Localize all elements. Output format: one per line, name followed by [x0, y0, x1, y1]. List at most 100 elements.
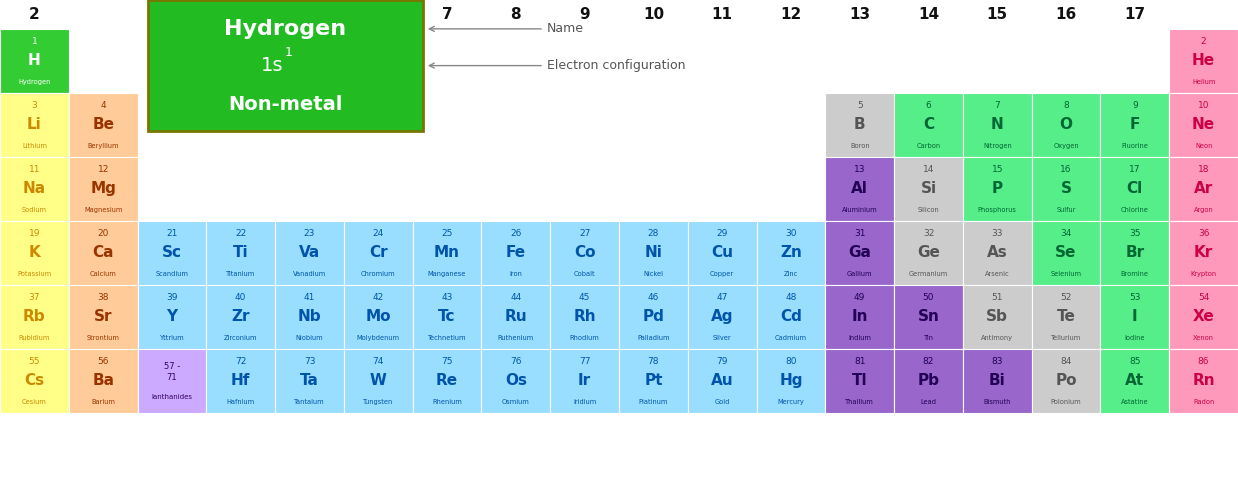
Text: Zinc: Zinc: [784, 271, 799, 277]
Text: 1: 1: [285, 46, 292, 59]
Text: 3: 3: [31, 101, 37, 110]
Text: 1: 1: [31, 37, 37, 46]
Text: 79: 79: [717, 357, 728, 366]
Text: Cobalt: Cobalt: [573, 271, 595, 277]
Text: Krypton: Krypton: [1191, 271, 1217, 277]
Text: Argon: Argon: [1193, 207, 1213, 213]
Text: Osmium: Osmium: [501, 399, 530, 405]
Text: Lead: Lead: [921, 399, 936, 405]
Text: Ag: Ag: [711, 309, 733, 324]
Text: 27: 27: [579, 229, 591, 238]
Text: Ca: Ca: [93, 245, 114, 260]
Text: 17: 17: [1129, 165, 1140, 174]
Bar: [69, 93, 137, 157]
Text: Helium: Helium: [1192, 79, 1216, 85]
Text: 38: 38: [98, 293, 109, 302]
Bar: [1031, 93, 1101, 157]
Bar: [482, 285, 550, 349]
Text: 54: 54: [1198, 293, 1210, 302]
Text: Au: Au: [711, 373, 733, 388]
Text: Tungsten: Tungsten: [363, 399, 394, 405]
Bar: [1169, 285, 1238, 349]
Text: 83: 83: [992, 357, 1003, 366]
Text: Ta: Ta: [300, 373, 319, 388]
Text: 53: 53: [1129, 293, 1140, 302]
Text: 44: 44: [510, 293, 521, 302]
Text: C: C: [924, 117, 933, 132]
Text: 34: 34: [1061, 229, 1072, 238]
Text: Iridium: Iridium: [573, 399, 597, 405]
Text: Thallium: Thallium: [846, 399, 874, 405]
Text: Hafnium: Hafnium: [227, 399, 255, 405]
Text: 37: 37: [28, 293, 40, 302]
Bar: [0, 157, 69, 221]
Text: Titanium: Titanium: [227, 271, 255, 277]
Text: 9: 9: [1132, 101, 1138, 110]
Text: Ti: Ti: [233, 245, 249, 260]
Text: Electron configuration: Electron configuration: [430, 59, 686, 72]
Text: 18: 18: [1198, 165, 1210, 174]
Text: Rb: Rb: [24, 309, 46, 324]
Text: Gallium: Gallium: [847, 271, 873, 277]
Text: Be: Be: [92, 117, 114, 132]
Text: 17: 17: [1124, 7, 1145, 22]
Text: Molybdenum: Molybdenum: [357, 335, 400, 341]
Text: 56: 56: [98, 357, 109, 366]
Text: 75: 75: [441, 357, 453, 366]
Bar: [963, 285, 1031, 349]
Bar: [1031, 157, 1101, 221]
Text: 11: 11: [28, 165, 40, 174]
Text: Neon: Neon: [1195, 143, 1212, 149]
Text: Oxygen: Oxygen: [1054, 143, 1078, 149]
Text: 13: 13: [854, 165, 865, 174]
Text: 16: 16: [1060, 165, 1072, 174]
Text: Po: Po: [1055, 373, 1077, 388]
Text: Xenon: Xenon: [1193, 335, 1214, 341]
Text: Indium: Indium: [848, 335, 872, 341]
Text: Te: Te: [1056, 309, 1076, 324]
Text: 77: 77: [579, 357, 591, 366]
Text: Bi: Bi: [989, 373, 1005, 388]
Text: 35: 35: [1129, 229, 1140, 238]
Text: 85: 85: [1129, 357, 1140, 366]
Bar: [344, 221, 412, 285]
Text: O: O: [1060, 117, 1072, 132]
Text: Bromine: Bromine: [1120, 271, 1149, 277]
Text: W: W: [370, 373, 386, 388]
Text: Selenium: Selenium: [1051, 271, 1082, 277]
Text: Tantalum: Tantalum: [295, 399, 324, 405]
Text: Va: Va: [298, 245, 321, 260]
Text: 46: 46: [647, 293, 659, 302]
Text: Na: Na: [22, 181, 46, 196]
Bar: [550, 349, 619, 413]
Text: Rhenium: Rhenium: [432, 399, 462, 405]
Text: 9: 9: [579, 7, 591, 22]
Text: Hydrogen: Hydrogen: [224, 19, 347, 39]
Text: Sr: Sr: [94, 309, 113, 324]
Text: Palladium: Palladium: [638, 335, 670, 341]
Bar: [963, 349, 1031, 413]
Text: 84: 84: [1061, 357, 1072, 366]
Text: Bismuth: Bismuth: [983, 399, 1011, 405]
Text: 4: 4: [235, 7, 246, 22]
Text: Tin: Tin: [924, 335, 933, 341]
Bar: [826, 285, 894, 349]
Text: 31: 31: [854, 229, 865, 238]
Bar: [275, 221, 344, 285]
Text: Potassium: Potassium: [17, 271, 52, 277]
Text: 21: 21: [166, 229, 177, 238]
Bar: [688, 349, 756, 413]
Text: Cu: Cu: [711, 245, 733, 260]
Text: Sodium: Sodium: [22, 207, 47, 213]
Text: 5: 5: [857, 101, 863, 110]
Text: Calcium: Calcium: [90, 271, 116, 277]
Text: Ru: Ru: [505, 309, 527, 324]
Bar: [0, 349, 69, 413]
Text: Phosphorus: Phosphorus: [978, 207, 1016, 213]
Text: Sn: Sn: [917, 309, 940, 324]
Text: Aluminium: Aluminium: [842, 207, 878, 213]
Text: Os: Os: [505, 373, 527, 388]
Text: Silver: Silver: [713, 335, 732, 341]
Bar: [482, 349, 550, 413]
Text: 74: 74: [373, 357, 384, 366]
